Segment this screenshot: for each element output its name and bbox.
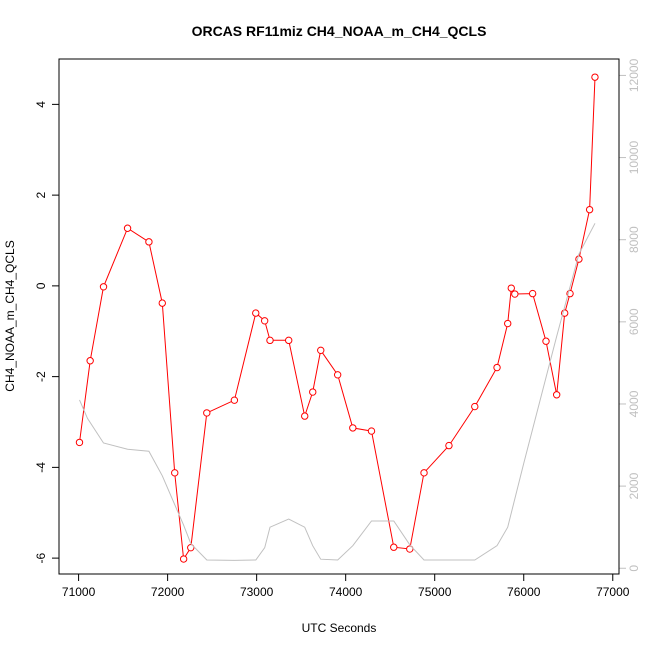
data-point	[301, 412, 309, 420]
y-tick-label: 2	[34, 191, 48, 198]
x-tick-label: 74000	[329, 585, 363, 599]
data-point	[445, 441, 453, 450]
y-tick-label: -2	[34, 371, 48, 382]
x-tick-label: 75000	[418, 585, 452, 599]
y2-tick-label: 2000	[627, 472, 641, 499]
data-point	[260, 317, 269, 325]
data-point	[145, 238, 153, 246]
data-point	[585, 205, 594, 214]
data-point	[493, 363, 501, 372]
data-point	[158, 299, 166, 307]
data-point	[591, 73, 599, 81]
y2-tick-label: 0	[627, 565, 641, 572]
data-point	[317, 346, 325, 355]
x-tick-label: 73000	[240, 585, 274, 599]
data-point	[471, 402, 479, 411]
x-tick-label: 76000	[507, 585, 541, 599]
x-axis-label: UTC Seconds	[302, 621, 377, 635]
y2-tick-label: 8000	[627, 226, 641, 253]
data-point	[406, 545, 414, 553]
y2-tick-label: 10000	[627, 141, 641, 175]
data-point	[187, 543, 195, 552]
data-point	[284, 336, 293, 345]
data-point	[507, 284, 515, 292]
altitude-series-line	[79, 223, 596, 561]
data-point	[333, 371, 342, 379]
x-tick-label: 77000	[596, 585, 630, 599]
data-point	[86, 357, 94, 365]
data-point	[420, 469, 428, 477]
data-point	[266, 336, 274, 345]
x-tick-label: 72000	[151, 585, 185, 599]
data-point	[179, 555, 188, 563]
data-point	[123, 224, 132, 232]
data-point	[171, 469, 179, 477]
y-axis-label: CH4_NOAA_m_CH4_QCLS	[3, 240, 17, 391]
y2-tick-label: 4000	[627, 390, 641, 417]
data-point	[390, 543, 398, 551]
ch4-series-line	[79, 77, 596, 561]
data-point	[75, 438, 84, 447]
data-point	[542, 337, 550, 345]
y2-tick-label: 6000	[627, 308, 641, 335]
data-point	[99, 283, 108, 291]
chart-title: ORCAS RF11miz CH4_NOAA_m_CH4_QCLS	[192, 23, 487, 39]
data-point	[230, 396, 239, 404]
y2-tick-label: 12000	[627, 58, 641, 92]
data-point	[511, 290, 519, 298]
data-point	[203, 409, 211, 417]
data-point	[367, 427, 376, 435]
data-point	[252, 309, 260, 317]
y-tick-label: 4	[34, 101, 48, 108]
x-tick-label: 71000	[62, 585, 96, 599]
y-tick-label: 0	[34, 282, 48, 289]
data-point	[349, 424, 357, 432]
data-point	[504, 319, 512, 328]
data-point	[552, 391, 561, 399]
data-point	[528, 289, 537, 298]
data-point	[309, 388, 317, 396]
y-tick-label: -6	[34, 552, 48, 563]
plot-frame	[58, 58, 620, 575]
y-tick-label: -4	[34, 462, 48, 473]
